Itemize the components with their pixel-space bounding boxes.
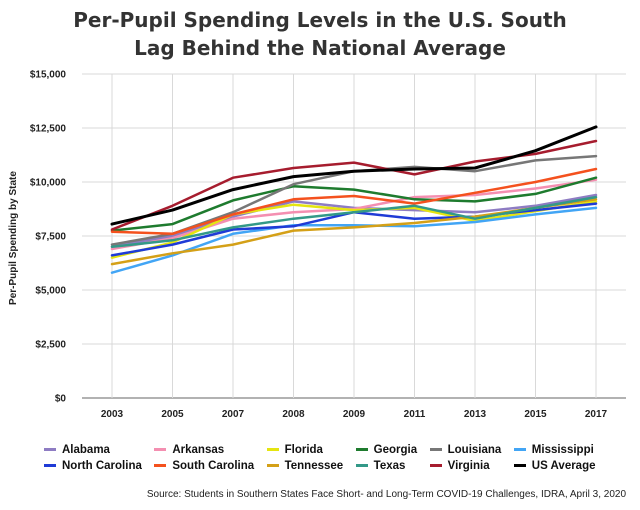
legend-swatch: [429, 464, 442, 467]
legend-label: Virginia: [447, 459, 490, 472]
legend-label: Texas: [373, 459, 406, 472]
y-tick-label: $0: [55, 394, 67, 405]
legend-item-georgia: Georgia: [355, 442, 426, 457]
y-axis-label: Per-Pupil Spending by State: [8, 171, 19, 305]
chart-title: Per-Pupil Spending Levels in the U.S. So…: [0, 6, 640, 62]
series-line-georgia: [110, 176, 598, 232]
chart-legend: Alabama Arkansas Florida Georgia Louisiana Mi…: [44, 442, 604, 473]
x-tick-label: 2007: [222, 409, 245, 420]
legend-swatch: [154, 448, 167, 451]
series-line-us-average: [110, 125, 598, 226]
series-line-florida: [110, 200, 598, 259]
legend-item-arkansas: Arkansas: [154, 442, 262, 457]
legend-item-florida: Florida: [266, 442, 352, 457]
legend-label: Louisiana: [447, 443, 502, 456]
y-tick-label: $2,500: [35, 340, 66, 351]
legend-swatch: [266, 448, 279, 451]
y-tick-label: $12,500: [30, 124, 67, 135]
legend-swatch: [44, 464, 56, 467]
legend-label: Georgia: [373, 443, 418, 456]
y-tick-label: $5,000: [35, 286, 66, 297]
legend-item-mississippi: Mississippi: [513, 442, 604, 457]
legend-swatch: [44, 448, 56, 451]
legend-swatch: [513, 448, 526, 451]
y-axis: $0 $2,500 $5,000 $7,500 $10,000 $12,500 $15,00…: [30, 70, 67, 405]
x-tick-label: 2008: [282, 409, 305, 420]
x-tick-label: 2011: [404, 409, 426, 420]
x-tick-label: 2017: [585, 409, 608, 420]
x-tick-label: 2009: [343, 409, 366, 420]
legend-label: North Carolina: [62, 459, 142, 472]
series-lines: [110, 125, 598, 274]
y-tick-label: $10,000: [30, 178, 67, 189]
legend-swatch: [154, 464, 167, 467]
legend-item-south-carolina: South Carolina: [154, 458, 262, 473]
source-note: Source: Students in Southern States Face…: [146, 489, 626, 500]
legend-swatch: [355, 448, 368, 451]
series-line-texas: [110, 195, 598, 249]
legend-label: US Average: [531, 459, 596, 472]
x-tick-label: 2003: [101, 409, 124, 420]
legend-item-north-carolina: North Carolina: [44, 458, 150, 473]
legend-label: Alabama: [62, 443, 110, 456]
legend-item-texas: Texas: [355, 458, 426, 473]
y-tick-label: $7,500: [35, 232, 66, 243]
line-chart: $0 $2,500 $5,000 $7,500 $10,000 $12,500 $15,00…: [8, 70, 626, 420]
legend-item-alabama: Alabama: [44, 442, 150, 457]
legend-swatch: [429, 448, 442, 451]
legend-label: Florida: [284, 443, 323, 456]
legend-item-us-average: US Average: [513, 458, 604, 473]
legend-label: Mississippi: [531, 443, 594, 456]
chart-title-line-2: Lag Behind the National Average: [134, 36, 506, 60]
x-axis: 2003 2005 2007 2008 2009 2011 2013 2015 2017: [101, 409, 608, 420]
y-tick-label: $15,000: [30, 70, 67, 81]
series-line-mississippi: [110, 206, 598, 274]
legend-item-virginia: Virginia: [429, 458, 510, 473]
legend-swatch: [513, 464, 526, 467]
chart-title-line-1: Per-Pupil Spending Levels in the U.S. So…: [73, 8, 567, 32]
legend-swatch: [355, 464, 368, 467]
legend-label: South Carolina: [172, 459, 255, 472]
series-line-south-carolina: [110, 167, 598, 236]
gridlines: [82, 73, 626, 399]
legend-label: Arkansas: [172, 443, 225, 456]
legend-swatch: [266, 464, 279, 467]
legend-item-louisiana: Louisiana: [429, 442, 510, 457]
legend-label: Tennessee: [284, 459, 344, 472]
x-tick-label: 2005: [161, 409, 184, 420]
legend-item-tennessee: Tennessee: [266, 458, 352, 473]
x-tick-label: 2015: [524, 409, 547, 420]
x-tick-label: 2013: [464, 409, 487, 420]
